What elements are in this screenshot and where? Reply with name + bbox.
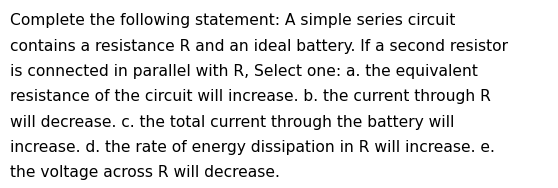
Text: resistance of the circuit will increase. b. the current through R: resistance of the circuit will increase.… <box>10 89 491 104</box>
Text: will decrease. c. the total current through the battery will: will decrease. c. the total current thro… <box>10 115 454 130</box>
Text: Complete the following statement: A simple series circuit: Complete the following statement: A simp… <box>10 13 455 28</box>
Text: increase. d. the rate of energy dissipation in R will increase. e.: increase. d. the rate of energy dissipat… <box>10 140 495 155</box>
Text: the voltage across R will decrease.: the voltage across R will decrease. <box>10 165 280 180</box>
Text: contains a resistance R and an ideal battery. If a second resistor: contains a resistance R and an ideal bat… <box>10 39 508 54</box>
Text: is connected in parallel with R, Select one: a. the equivalent: is connected in parallel with R, Select … <box>10 64 478 79</box>
